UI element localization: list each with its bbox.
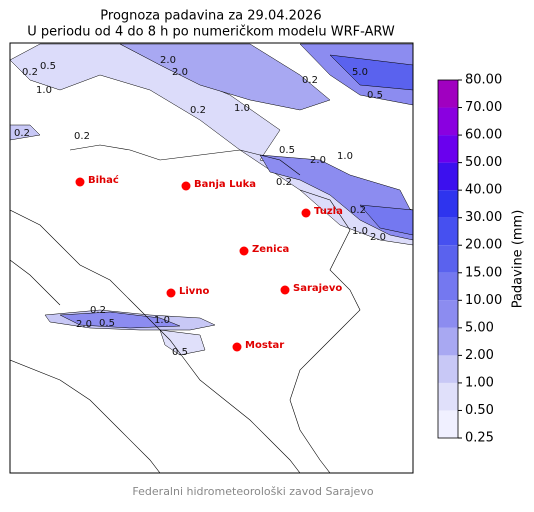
colorbar-tick-label: 20.00 [465, 238, 502, 253]
contour-label: 0.2 [22, 67, 38, 78]
contour-label: 1.0 [352, 226, 368, 237]
contour-label: 0.5 [367, 90, 383, 101]
colorbar-band [438, 355, 458, 383]
subtitle: U periodu od 4 do 8 h po numeričkom mode… [27, 25, 395, 40]
contour-label: 2.0 [370, 232, 386, 243]
colorbar-band [438, 327, 458, 356]
contour-label: 2.0 [172, 67, 188, 78]
colorbar-tick-label: 1.00 [465, 375, 494, 390]
contour-label: 0.2 [190, 105, 206, 116]
contour-label: 0.2 [74, 131, 90, 142]
contour-label: 0.5 [99, 318, 115, 329]
city-label: Bihać [88, 174, 119, 186]
colorbar-band [438, 300, 458, 328]
colorbar-tick-label: 40.00 [465, 183, 502, 198]
colorbar-tick-label: 5.00 [465, 320, 494, 335]
colorbar-label: Padavine (mm) [511, 210, 526, 309]
contour-label: 0.2 [14, 128, 30, 139]
contour-label: 0.5 [279, 145, 295, 156]
contour-label: 2.0 [76, 319, 92, 330]
city-label: Sarajevo [293, 283, 342, 294]
contour-label: 2.0 [310, 155, 326, 166]
colorbar-band [438, 245, 458, 273]
colorbar-tick-label: 0.50 [465, 403, 494, 418]
colorbar-band [438, 217, 458, 246]
city-marker [166, 288, 176, 298]
contour-label: 0.2 [302, 75, 318, 86]
contour-label: 0.2 [90, 305, 106, 316]
colorbar-tick-label: 15.00 [465, 265, 502, 280]
city-marker [232, 342, 242, 352]
footer: Federalni hidrometeorološki zavod Saraje… [132, 485, 373, 498]
colorbar-tick-label: 50.00 [465, 155, 502, 170]
title: Prognoza padavina za 29.04.2026 [100, 9, 321, 24]
colorbar-band [438, 190, 458, 218]
colorbar-tick-label: 60.00 [465, 128, 502, 143]
contour-label: 0.5 [172, 347, 188, 358]
contour-label: 1.0 [36, 85, 52, 96]
city-label: Livno [179, 286, 209, 297]
colorbar-band [438, 162, 458, 191]
colorbar-band [438, 135, 458, 163]
city-marker [239, 246, 249, 256]
contour-label: 5.0 [352, 67, 368, 78]
colorbar-tick-label: 30.00 [465, 210, 502, 225]
city-marker [181, 181, 191, 191]
colorbar-band [438, 80, 458, 108]
contour-label: 1.0 [337, 151, 353, 162]
city-marker [75, 177, 85, 187]
contour-label: 1.0 [234, 103, 250, 114]
contour-label: 0.2 [350, 205, 366, 216]
colorbar-tick-label: 10.00 [465, 293, 502, 308]
city-label: Tuzla [314, 206, 343, 217]
contour-label: 1.0 [154, 315, 170, 326]
colorbar-band [438, 272, 458, 301]
colorbar-band [438, 410, 458, 438]
colorbar-tick-label: 0.25 [465, 431, 494, 446]
contour-label: 0.2 [276, 177, 292, 188]
city-marker [280, 285, 290, 295]
city-marker [301, 208, 311, 218]
colorbar-tick-label: 2.00 [465, 348, 494, 363]
map [9, 42, 414, 474]
contour-label: 0.5 [40, 61, 56, 72]
city-label: Banja Luka [194, 179, 256, 190]
city-label: Zenica [252, 244, 289, 255]
contour-label: 2.0 [160, 55, 176, 66]
colorbar-band [438, 107, 458, 136]
colorbar-tick-label: 70.00 [465, 100, 502, 115]
colorbar-tick-label: 80.00 [465, 73, 502, 88]
colorbar-frame [437, 79, 459, 439]
city-label: Mostar [245, 340, 284, 351]
colorbar-band [438, 382, 458, 411]
